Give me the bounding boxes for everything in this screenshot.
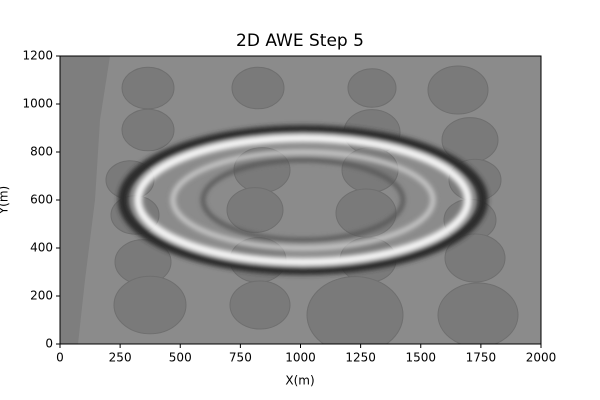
wave-ring bbox=[118, 125, 488, 275]
wavefield-image bbox=[60, 56, 541, 344]
x-tick-label: 1750 bbox=[466, 351, 497, 365]
wavefront bbox=[118, 125, 488, 275]
inclusion bbox=[226, 187, 284, 233]
y-tick-label: 200 bbox=[30, 289, 53, 303]
y-tick-label: 800 bbox=[30, 145, 53, 159]
x-tick-label: 500 bbox=[169, 351, 192, 365]
inclusion bbox=[347, 68, 397, 108]
y-axis-label: Y(m) bbox=[0, 186, 11, 215]
x-tick-label: 1500 bbox=[405, 351, 436, 365]
x-tick-label: 2000 bbox=[526, 351, 557, 365]
inclusion bbox=[437, 282, 519, 344]
inclusion bbox=[306, 276, 404, 344]
x-tick-label: 1250 bbox=[345, 351, 376, 365]
y-tick-label: 600 bbox=[30, 193, 53, 207]
inclusion bbox=[427, 65, 489, 115]
y-tick-label: 1200 bbox=[22, 49, 53, 63]
wave-ring bbox=[170, 149, 436, 251]
x-tick-label: 250 bbox=[109, 351, 132, 365]
x-tick-label: 0 bbox=[56, 351, 64, 365]
inclusion bbox=[229, 280, 291, 330]
inclusion bbox=[444, 233, 506, 283]
inclusion bbox=[121, 66, 175, 110]
x-tick-label: 750 bbox=[229, 351, 252, 365]
x-axis-label: X(m) bbox=[285, 374, 314, 388]
inclusion bbox=[231, 66, 285, 110]
wave-ring bbox=[201, 158, 405, 242]
inclusion bbox=[113, 275, 187, 335]
inclusion bbox=[121, 108, 175, 152]
wave-ring bbox=[134, 134, 472, 266]
y-tick-label: 1000 bbox=[22, 97, 53, 111]
y-tick-label: 400 bbox=[30, 241, 53, 255]
x-tick-label: 1000 bbox=[285, 351, 316, 365]
image-region bbox=[60, 56, 110, 344]
chart-title: 2D AWE Step 5 bbox=[236, 31, 364, 51]
y-tick-label: 0 bbox=[45, 337, 53, 351]
